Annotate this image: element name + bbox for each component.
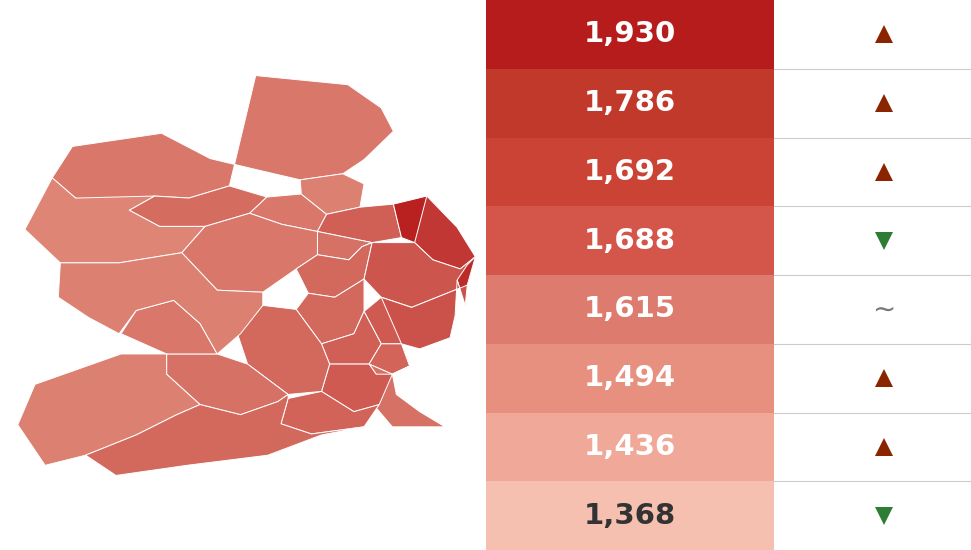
Polygon shape <box>415 196 476 269</box>
Bar <box>486 344 775 412</box>
Polygon shape <box>321 364 392 411</box>
Polygon shape <box>321 311 382 364</box>
Polygon shape <box>182 213 318 292</box>
Bar <box>486 69 775 138</box>
Polygon shape <box>393 196 457 243</box>
Polygon shape <box>129 186 267 227</box>
Polygon shape <box>318 232 372 260</box>
Polygon shape <box>369 349 445 427</box>
Text: 1,786: 1,786 <box>584 89 676 117</box>
Bar <box>486 481 775 550</box>
Bar <box>486 206 775 275</box>
Polygon shape <box>52 75 393 208</box>
Text: 1,368: 1,368 <box>584 502 676 530</box>
Polygon shape <box>382 280 467 349</box>
Text: 1,692: 1,692 <box>584 158 676 186</box>
Polygon shape <box>369 344 410 374</box>
Polygon shape <box>85 394 364 475</box>
Bar <box>486 275 775 344</box>
Polygon shape <box>25 178 205 263</box>
Bar <box>486 0 775 69</box>
Polygon shape <box>281 392 380 434</box>
Bar <box>486 138 775 206</box>
Polygon shape <box>296 243 372 297</box>
Polygon shape <box>238 305 329 394</box>
Polygon shape <box>364 297 419 344</box>
Polygon shape <box>364 243 476 307</box>
Polygon shape <box>58 253 263 354</box>
Polygon shape <box>167 354 288 415</box>
Text: 1,930: 1,930 <box>584 20 676 48</box>
Polygon shape <box>457 257 476 305</box>
Polygon shape <box>300 174 364 214</box>
Text: ∼: ∼ <box>872 295 895 323</box>
Text: 1,494: 1,494 <box>584 364 676 392</box>
Text: 1,615: 1,615 <box>584 295 676 323</box>
Bar <box>486 412 775 481</box>
Text: 1,436: 1,436 <box>584 433 676 461</box>
Polygon shape <box>121 300 218 354</box>
Polygon shape <box>250 194 326 232</box>
Polygon shape <box>296 279 364 344</box>
Polygon shape <box>17 354 200 465</box>
Text: 1,688: 1,688 <box>584 227 676 255</box>
Polygon shape <box>318 204 401 243</box>
